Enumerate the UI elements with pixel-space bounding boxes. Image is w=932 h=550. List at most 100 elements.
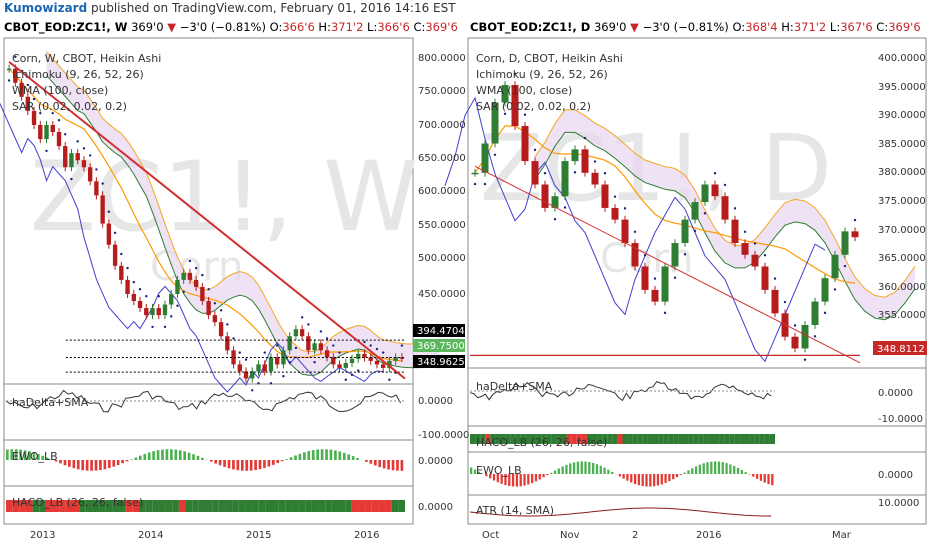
- right-study-2[interactable]: WMA (100, close): [476, 84, 572, 97]
- right-low: 367'6: [840, 20, 873, 34]
- left-study-3[interactable]: SAR (0.02, 0.02, 0.2): [12, 100, 127, 113]
- left-ewo-bar: [289, 457, 293, 460]
- left-ewo-bar: [72, 460, 76, 469]
- left-ha-tick-0: 0.0000: [418, 396, 453, 407]
- right-atr-label[interactable]: ATR (14, SMA): [476, 504, 554, 517]
- right-ewo-bar: [576, 461, 580, 474]
- left-sar-dot: [176, 304, 179, 308]
- right-haco-block: [749, 434, 755, 444]
- left-study-0[interactable]: Corn, W, CBOT, Heikin Ashi: [12, 52, 161, 65]
- left-sar-dot: [388, 378, 391, 381]
- right-ewo-bar: [542, 474, 545, 478]
- left-sar-dot: [350, 373, 354, 377]
- left-candle: [25, 96, 31, 111]
- left-sar-dot: [82, 147, 86, 150]
- left-candle: [112, 244, 118, 266]
- left-haco-block: [325, 500, 332, 512]
- right-sar-dot: [583, 136, 587, 140]
- left-price-label-2: 348.9625: [417, 357, 465, 368]
- right-tick-5: 375.0000: [878, 196, 926, 207]
- right-sar-dot: [533, 148, 537, 152]
- right-ewo-label[interactable]: EWO_LB: [476, 464, 522, 477]
- left-candle: [75, 153, 80, 161]
- left-ewo-bar: [387, 460, 390, 470]
- right-ewo-bar: [553, 470, 557, 474]
- left-candle: [56, 132, 62, 147]
- right-haco-block: [698, 434, 704, 444]
- right-ewo-bar: [546, 474, 549, 476]
- left-ha-label[interactable]: haDelta+SMA: [12, 396, 89, 409]
- left-ewo-bar: [125, 460, 129, 462]
- left-low: 366'6: [377, 20, 410, 34]
- right-haco-block: [708, 434, 714, 444]
- left-candle: [137, 301, 143, 309]
- left-ewo-bar: [19, 449, 22, 460]
- right-haco-block: [663, 434, 669, 444]
- left-haco-block: [311, 500, 319, 512]
- left-ewo-bar: [351, 456, 355, 460]
- publish-text: published on TradingView.com, February 0…: [91, 1, 456, 15]
- left-candle: [306, 336, 311, 351]
- right-ewo-bar: [733, 465, 736, 474]
- left-ewo-bar: [147, 452, 151, 460]
- right-study-3[interactable]: SAR (0.02, 0.02, 0.2): [476, 100, 591, 113]
- left-haco-block: [285, 500, 292, 512]
- right-study-1[interactable]: Ichimoku (9, 26, 52, 26): [476, 68, 608, 81]
- right-chikou-span: [444, 96, 826, 363]
- left-price-label-1: 369.7500: [417, 341, 465, 352]
- right-haco-block: [485, 434, 491, 444]
- left-symbol[interactable]: CBOT_EOD:ZC1!, W: [4, 20, 128, 34]
- right-close: 369'6: [888, 20, 921, 34]
- left-haco-label[interactable]: HACO_LB (26, 26, false): [12, 496, 143, 509]
- right-haco-block: [541, 434, 547, 444]
- right-study-0[interactable]: Corn, D, CBOT, Heikin Ashi: [476, 52, 623, 65]
- right-sar-dot: [753, 242, 757, 245]
- left-candle: [343, 362, 348, 368]
- right-ewo-tick: 0.0000: [878, 470, 913, 481]
- left-study-1[interactable]: Ichimoku (9, 26, 52, 26): [12, 68, 144, 81]
- left-ewo-bar: [23, 450, 27, 460]
- right-price-axis: 400.0000 395.0000 390.0000 385.0000 380.…: [878, 53, 926, 321]
- right-ewo-bar: [767, 474, 770, 485]
- right-haco-block: [754, 434, 760, 444]
- right-ewo-bar: [744, 472, 747, 474]
- left-candle: [119, 265, 124, 280]
- right-ewo-bar: [592, 462, 595, 474]
- left-ewo-label[interactable]: EWO_LB: [12, 450, 58, 463]
- left-sar-dot: [363, 340, 366, 344]
- right-haco-block: [612, 434, 618, 444]
- left-tick-6: 500.0000: [418, 253, 466, 264]
- right-sar-dot: [673, 276, 677, 279]
- left-hadelta-line: [5, 389, 402, 413]
- right-ewo-bar: [569, 463, 572, 474]
- right-haco-label[interactable]: HACO_LB (26, 26, false): [476, 436, 607, 449]
- left-ewo-bar: [240, 460, 244, 471]
- left-tick-3: 650.0000: [418, 153, 466, 164]
- left-study-2[interactable]: WMA (100, close): [12, 84, 108, 97]
- left-ewo-bar: [161, 449, 164, 460]
- left-candle: [63, 146, 68, 168]
- left-tick-2: 700.0000: [418, 120, 466, 131]
- left-ewo-bar: [214, 460, 218, 464]
- left-ewo-bar: [391, 460, 395, 471]
- right-haco-block: [500, 434, 506, 444]
- right-ewo-bar: [519, 474, 522, 487]
- left-ewo-bar: [68, 460, 71, 467]
- left-haco-block: [105, 500, 113, 512]
- right-haco-block: [536, 434, 542, 444]
- right-ewo-bar: [637, 474, 641, 486]
- left-chikou-span: [0, 102, 384, 393]
- right-symbol[interactable]: CBOT_EOD:ZC1!, D: [470, 20, 591, 34]
- right-ha-label[interactable]: haDelta+SMA: [476, 380, 553, 393]
- left-haco-block: [59, 500, 66, 512]
- left-candle: [69, 153, 74, 168]
- left-candle: [262, 364, 267, 372]
- left-down-arrow-icon: ▼: [167, 20, 177, 34]
- left-candle: [6, 68, 12, 71]
- left-ewo-bar: [41, 455, 45, 460]
- author-link[interactable]: Kumowizard: [4, 1, 88, 15]
- left-haco-block: [351, 500, 359, 512]
- right-haco-block: [683, 434, 689, 444]
- left-candle: [318, 343, 324, 351]
